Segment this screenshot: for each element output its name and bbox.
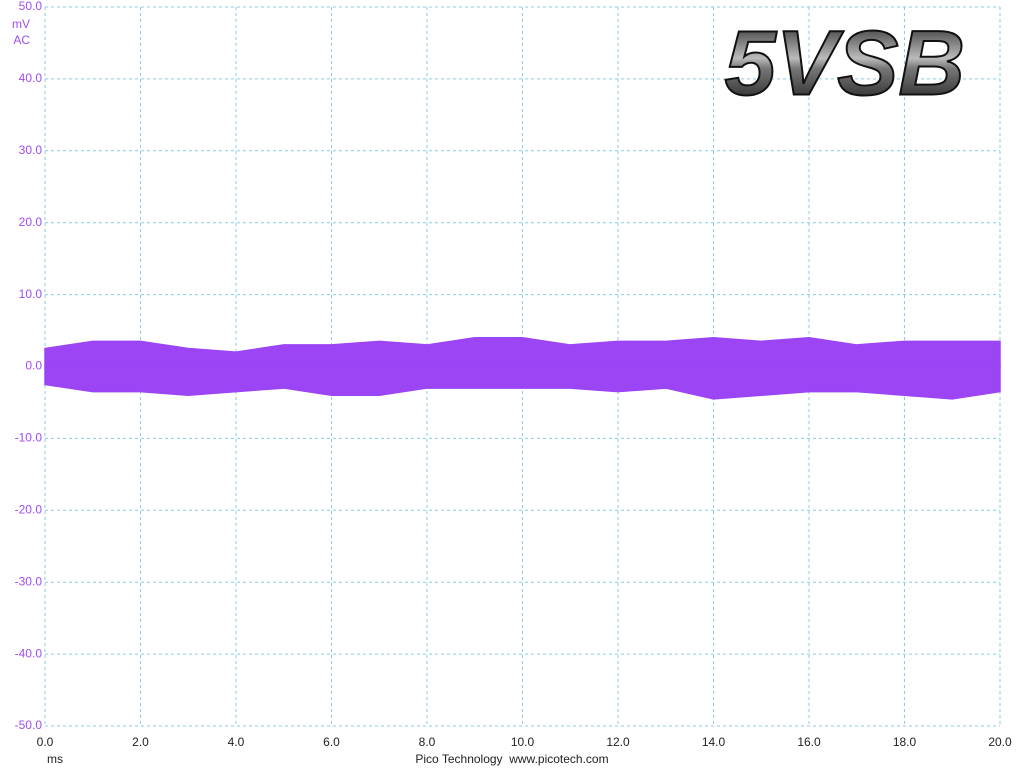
y-tick-label: -30.0 [15,574,43,588]
x-tick-label: 0.0 [37,735,54,749]
y-tick-label: -50.0 [15,718,43,732]
y-tick-label: -40.0 [15,646,43,660]
y-tick-label: 20.0 [19,215,43,229]
y-tick-label: 10.0 [19,287,43,301]
y-tick-label: 0.0 [25,359,42,373]
waveform-area [44,365,1001,400]
x-tick-label: 4.0 [228,735,245,749]
x-tick-label: 18.0 [893,735,917,749]
footer: Pico Technology www.picotech.com [415,752,608,766]
x-tick-label: 20.0 [988,735,1012,749]
y-tick-label: 40.0 [19,71,43,85]
y-unit: mV [12,17,30,31]
y-tick-label: -20.0 [15,502,43,516]
y-tick-label: -10.0 [15,431,43,445]
x-tick-label: 10.0 [511,735,535,749]
x-tick-label: 12.0 [606,735,630,749]
x-tick-label: 8.0 [419,735,436,749]
x-tick-label: 2.0 [132,735,149,749]
y-tick-label: 30.0 [19,143,43,157]
chart-title: 5VSB [725,12,965,114]
waveform-area [44,336,1001,368]
x-unit: ms [47,752,63,766]
y-tick-label: 50.0 [19,0,43,13]
x-tick-label: 14.0 [702,735,726,749]
x-tick-label: 6.0 [323,735,340,749]
coupling: AC [13,33,30,47]
x-tick-label: 16.0 [797,735,821,749]
